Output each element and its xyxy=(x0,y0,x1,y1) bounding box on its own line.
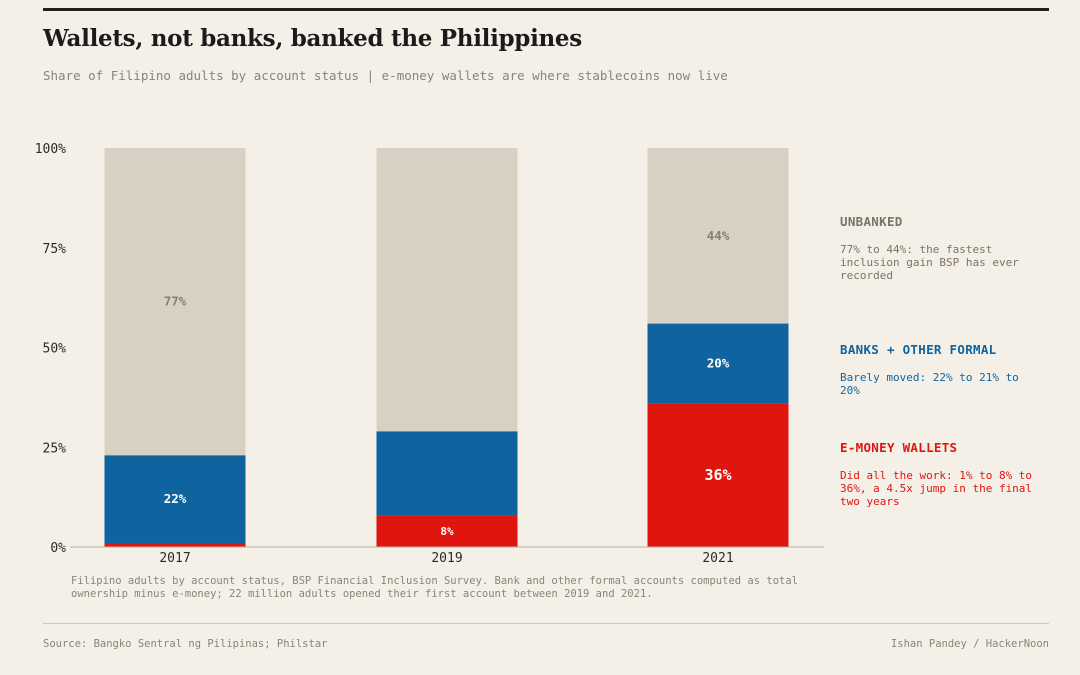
legend-heading-emoney: E-MONEY WALLETS xyxy=(840,440,958,455)
data-label: 8% xyxy=(440,525,454,538)
data-label: 36% xyxy=(704,466,731,484)
data-label: 77% xyxy=(164,294,187,309)
legend-unbanked: UNBANKED 77% to 44%: the fastest inclusi… xyxy=(840,214,1040,282)
legend-heading-banks: BANKS + OTHER FORMAL xyxy=(840,342,997,357)
y-tick-label: 0% xyxy=(50,541,66,556)
x-tick-label: 2019 xyxy=(431,551,462,566)
bar-e-money-wallets-2021 xyxy=(647,403,789,547)
credit-text: Ishan Pandey / HackerNoon xyxy=(890,638,1049,650)
bar-banks-other-formal-2021 xyxy=(647,323,789,404)
legend-desc-unbanked: 77% to 44%: the fastest inclusion gain B… xyxy=(840,243,1019,282)
legend-desc-emoney: Did all the work: 1% to 8% to 36%, a 4.5… xyxy=(840,469,1033,508)
legend-desc-banks: Barely moved: 22% to 21% to 20% xyxy=(840,371,1019,397)
x-tick-label: 2021 xyxy=(702,551,733,566)
data-label: 20% xyxy=(707,355,730,370)
bar-e-money-wallets-2019 xyxy=(376,515,518,547)
y-tick-label: 75% xyxy=(43,242,67,257)
bar-banks-other-formal-2019 xyxy=(376,431,518,516)
y-tick-label: 100% xyxy=(35,142,66,157)
data-label: 22% xyxy=(164,491,187,506)
chart-note: Filipino adults by account status, BSP F… xyxy=(71,575,798,600)
bottom-rule xyxy=(43,623,1049,624)
chart-subtitle: Share of Filipino adults by account stat… xyxy=(43,68,728,83)
bar-unbanked-2021 xyxy=(647,148,789,324)
top-rule xyxy=(43,8,1049,11)
y-tick-label: 50% xyxy=(43,342,67,357)
chart-title: Wallets, not banks, banked the Philippin… xyxy=(43,25,582,52)
legend-heading-unbanked: UNBANKED xyxy=(840,214,903,229)
data-label: 44% xyxy=(707,228,730,243)
bar-e-money-wallets-2017 xyxy=(104,543,246,547)
bar-unbanked-2019 xyxy=(376,148,518,432)
bar-unbanked-2017 xyxy=(104,148,246,456)
x-tick-label: 2017 xyxy=(159,551,190,566)
legend-emoney: E-MONEY WALLETS Did all the work: 1% to … xyxy=(840,440,1040,508)
bar-banks-other-formal-2017 xyxy=(104,455,246,544)
y-tick-label: 25% xyxy=(43,441,67,456)
source-text: Source: Bangko Sentral ng Pilipinas; Phi… xyxy=(43,638,328,650)
legend-banks: BANKS + OTHER FORMAL Barely moved: 22% t… xyxy=(840,342,1040,397)
